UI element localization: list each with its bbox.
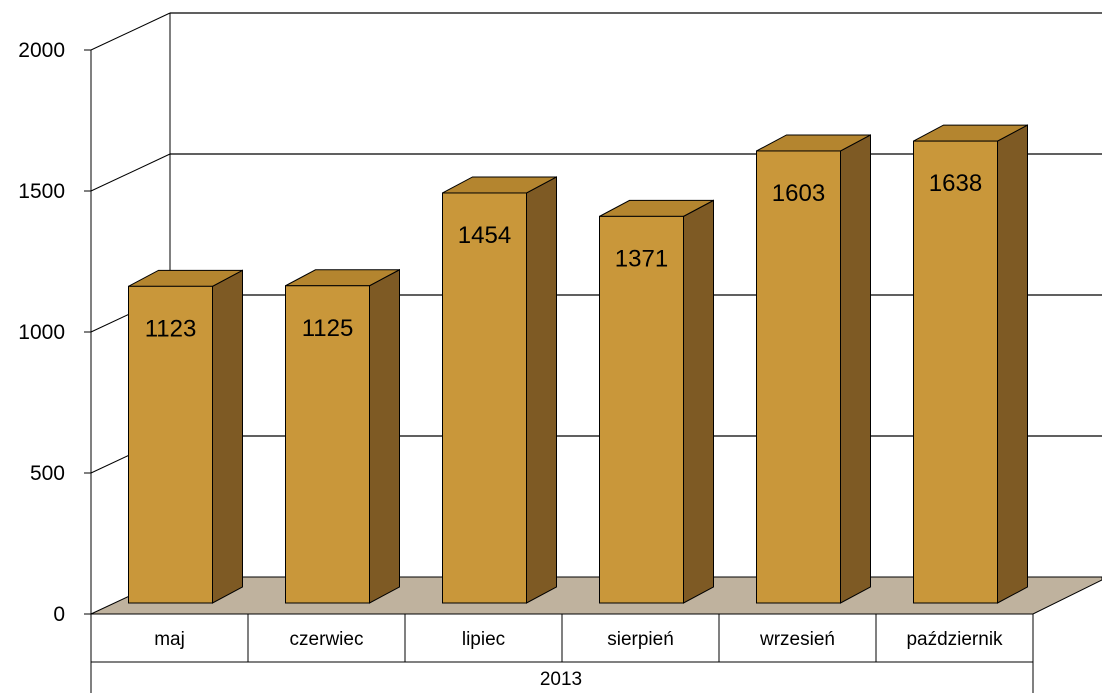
data-label: 1125 <box>302 315 354 342</box>
side-wall-top-edge <box>90 12 171 51</box>
bar-group: 1123 <box>128 269 243 604</box>
bar-side <box>369 268 400 604</box>
data-label: 1638 <box>929 170 982 197</box>
x-tick-label: lipiec <box>462 629 505 650</box>
bar <box>442 192 527 604</box>
bars: 1123 1125 1454 1371 1603 1638 <box>128 124 1028 604</box>
x-tick-label: sierpień <box>607 629 674 650</box>
bar <box>756 150 841 604</box>
bar <box>913 140 998 604</box>
y-tick-label: 1500 <box>18 180 65 203</box>
bar-side <box>526 176 557 604</box>
data-label: 1603 <box>772 180 825 207</box>
bar <box>128 285 213 604</box>
x-tick-label: czerwiec <box>290 629 364 650</box>
y-tick-label: 500 <box>30 462 65 485</box>
bar-side <box>997 124 1028 604</box>
x-axis: 2013 maj czerwiec lipiec sierpień wrzesień pa… <box>90 613 1034 693</box>
bar-side <box>683 199 714 604</box>
y-tick-label: 0 <box>53 603 65 626</box>
bar-side <box>840 134 871 604</box>
bar-side <box>212 269 243 604</box>
y-tick-label: 1000 <box>18 321 65 344</box>
side-gridline-1500 <box>90 153 171 192</box>
bar-group: 1371 <box>599 199 714 604</box>
x-group-label: 2013 <box>540 669 582 690</box>
y-tick-label: 2000 <box>18 39 65 62</box>
x-tick-label: październik <box>906 629 1003 650</box>
bar-group: 1638 <box>913 124 1028 604</box>
bar <box>599 215 684 604</box>
y-axis: 0 500 1000 1500 2000 <box>18 39 92 626</box>
data-label: 1123 <box>145 315 197 342</box>
bar <box>285 285 370 604</box>
bar-group: 1603 <box>756 134 871 604</box>
x-tick-label: wrzesień <box>759 629 835 650</box>
bar-group: 1125 <box>285 268 400 604</box>
x-tick-label: maj <box>154 629 185 650</box>
data-label: 1371 <box>615 245 668 272</box>
bar-group: 1454 <box>442 176 557 604</box>
data-label: 1454 <box>458 222 511 249</box>
